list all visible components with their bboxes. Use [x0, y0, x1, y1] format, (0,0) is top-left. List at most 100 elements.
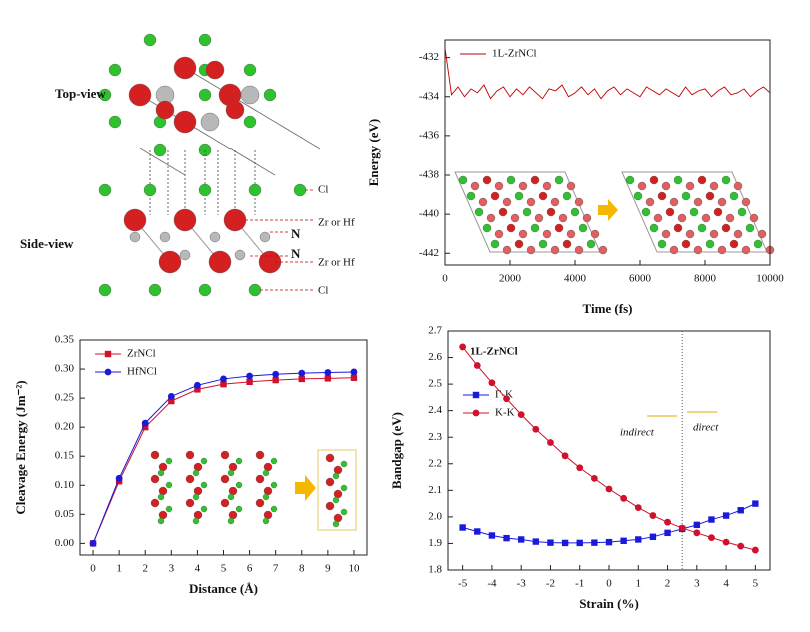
atom: [530, 223, 540, 233]
marker: [220, 380, 227, 388]
x-tick-label: 6: [247, 563, 253, 575]
atom: [701, 213, 711, 223]
marker: [220, 375, 227, 383]
marker: [708, 534, 715, 542]
atom: [705, 239, 715, 249]
atom: [235, 457, 243, 465]
atom: [193, 486, 203, 496]
y-tick-label: 0.15: [55, 450, 75, 462]
atom: [753, 239, 763, 249]
atom: [641, 207, 651, 217]
atom: [158, 462, 168, 472]
atom: [248, 183, 262, 197]
atom: [150, 498, 160, 508]
atom: [262, 493, 270, 501]
y-tick-label: -440: [419, 208, 440, 220]
atom: [227, 517, 235, 525]
atom: [494, 181, 504, 191]
x-tick-label: 1: [636, 578, 642, 590]
x-tick-label: -1: [575, 578, 584, 590]
marker: [194, 381, 201, 389]
atom: [200, 505, 208, 513]
atom: [721, 175, 731, 185]
atom: [502, 245, 512, 255]
atom: [713, 207, 723, 217]
atom: [185, 474, 195, 484]
marker: [324, 375, 332, 382]
y-tick-label: 1.9: [428, 537, 442, 549]
marker: [115, 474, 123, 482]
atom: [227, 469, 235, 477]
marker: [488, 379, 496, 387]
atom: [721, 223, 731, 233]
atom: [538, 191, 548, 201]
marker: [561, 539, 569, 547]
atom: [270, 457, 278, 465]
atom: [98, 88, 112, 102]
atom: [566, 229, 576, 239]
atom: [263, 510, 273, 520]
atom: [223, 208, 247, 232]
x-tick-label: 4: [723, 578, 729, 590]
atom: [518, 181, 528, 191]
x-tick-label: -4: [487, 578, 497, 590]
atom: [669, 245, 679, 255]
atom: [333, 465, 343, 475]
atom: [192, 469, 200, 477]
atom: [193, 510, 203, 520]
y-tick-label: 0.35: [55, 334, 75, 346]
y-tick-label: -436: [419, 129, 440, 141]
series-line: [444, 47, 771, 100]
marker: [532, 425, 540, 433]
marker: [605, 538, 613, 546]
atom: [458, 175, 468, 185]
atom: [490, 191, 500, 201]
atom: [689, 207, 699, 217]
atom: [270, 481, 278, 489]
atom: [733, 181, 743, 191]
atom: [157, 469, 165, 477]
atom: [490, 239, 500, 249]
marker: [620, 537, 627, 544]
atom: [332, 472, 340, 480]
atom: [208, 250, 232, 274]
y-tick-label: 0.30: [55, 363, 75, 375]
atom: [482, 175, 492, 185]
y-tick-label: 0.00: [55, 537, 75, 549]
marker: [576, 464, 584, 472]
y-tick-label: -434: [419, 90, 440, 102]
x-tick-label: 9: [325, 563, 331, 575]
marker: [649, 533, 657, 541]
y-tick-label: 0.10: [55, 479, 75, 491]
atom: [502, 197, 512, 207]
atom: [157, 493, 165, 501]
x-tick-label: 0: [442, 273, 448, 285]
bond: [139, 147, 186, 176]
atom: [198, 283, 212, 297]
annotation: 1L-ZrNCl: [470, 346, 518, 358]
marker: [561, 452, 569, 460]
structure-label: Cl: [318, 285, 328, 297]
atom: [108, 63, 122, 77]
atom: [474, 207, 484, 217]
marker: [517, 536, 525, 543]
atom: [123, 208, 147, 232]
inset-arrow: [598, 199, 618, 221]
atom: [293, 183, 307, 197]
atom: [749, 213, 759, 223]
bond: [274, 121, 321, 150]
x-tick-label: 3: [169, 563, 175, 575]
legend-label: 1L-ZrNCl: [492, 48, 537, 60]
atom: [243, 115, 257, 129]
atom: [200, 457, 208, 465]
atom: [143, 183, 157, 197]
atom: [325, 501, 335, 511]
atom: [661, 229, 671, 239]
marker: [664, 518, 671, 526]
marker: [517, 411, 525, 419]
x-tick-label: -3: [517, 578, 527, 590]
atom: [200, 112, 220, 132]
marker: [503, 534, 510, 542]
y-tick-label: 2.2: [428, 457, 442, 469]
